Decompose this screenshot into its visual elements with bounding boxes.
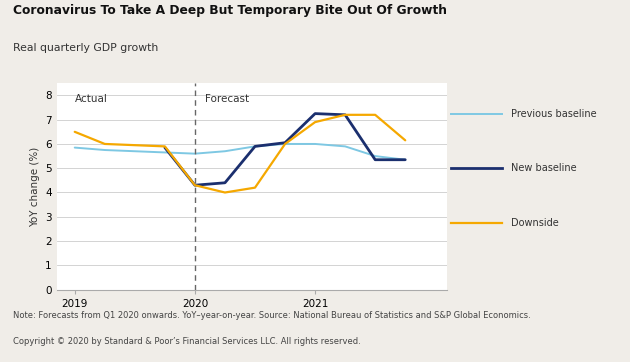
- New baseline: [341, 113, 349, 117]
- Downside: [401, 138, 409, 143]
- New baseline: [251, 144, 259, 148]
- Text: Coronavirus To Take A Deep But Temporary Bite Out Of Growth: Coronavirus To Take A Deep But Temporary…: [13, 4, 447, 17]
- Previous baseline: [251, 144, 259, 148]
- Previous baseline: [311, 142, 319, 146]
- Text: New baseline: New baseline: [511, 163, 577, 173]
- Previous baseline: [71, 146, 79, 150]
- New baseline: [191, 183, 198, 188]
- Previous baseline: [281, 142, 289, 146]
- Downside: [221, 190, 229, 195]
- Line: Previous baseline: Previous baseline: [75, 144, 405, 160]
- Line: Downside: Downside: [75, 115, 405, 193]
- Previous baseline: [372, 154, 379, 158]
- Text: Note: Forecasts from Q1 2020 onwards. YoY–year-on-year. Source: National Bureau : Note: Forecasts from Q1 2020 onwards. Yo…: [13, 311, 530, 320]
- Text: Copyright © 2020 by Standard & Poor’s Financial Services LLC. All rights reserve: Copyright © 2020 by Standard & Poor’s Fi…: [13, 337, 360, 346]
- Previous baseline: [401, 157, 409, 162]
- Text: Forecast: Forecast: [205, 94, 249, 104]
- Downside: [281, 142, 289, 146]
- Text: Previous baseline: Previous baseline: [511, 109, 597, 119]
- Previous baseline: [191, 151, 198, 156]
- Downside: [341, 113, 349, 117]
- Downside: [372, 113, 379, 117]
- New baseline: [372, 157, 379, 162]
- New baseline: [221, 181, 229, 185]
- Downside: [191, 183, 198, 188]
- Previous baseline: [101, 148, 108, 152]
- New baseline: [161, 146, 169, 150]
- Y-axis label: YoY change (%): YoY change (%): [30, 146, 40, 227]
- Downside: [101, 142, 108, 146]
- Downside: [311, 120, 319, 124]
- New baseline: [401, 157, 409, 162]
- Previous baseline: [131, 149, 139, 153]
- Previous baseline: [221, 149, 229, 153]
- Text: Actual: Actual: [75, 94, 108, 104]
- Text: Downside: Downside: [511, 218, 559, 228]
- Line: New baseline: New baseline: [165, 114, 405, 185]
- Downside: [131, 143, 139, 147]
- Downside: [71, 130, 79, 134]
- Previous baseline: [161, 150, 169, 155]
- Text: Real quarterly GDP growth: Real quarterly GDP growth: [13, 43, 158, 54]
- New baseline: [281, 140, 289, 145]
- Previous baseline: [341, 144, 349, 148]
- Downside: [161, 144, 169, 148]
- New baseline: [311, 111, 319, 116]
- Downside: [251, 185, 259, 190]
